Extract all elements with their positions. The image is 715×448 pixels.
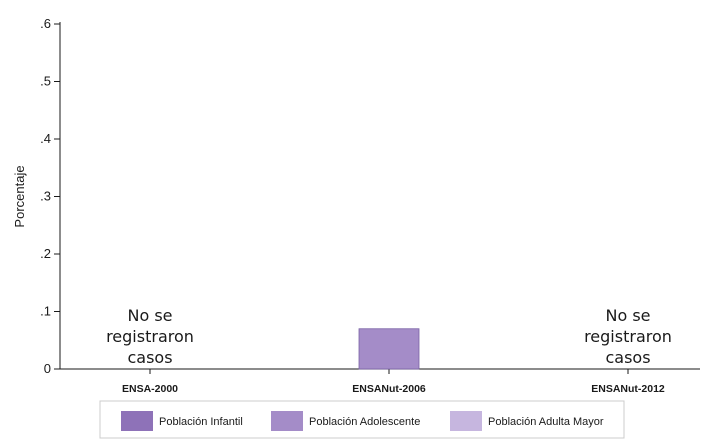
legend-label: Población Adolescente: [309, 416, 420, 428]
annotation-text: No se: [127, 306, 172, 325]
legend-swatch: [121, 411, 153, 431]
annotation-text: registraron: [584, 327, 672, 346]
y-tick-label: .4: [40, 131, 51, 146]
y-tick-label: .1: [40, 304, 51, 319]
legend-swatch: [450, 411, 482, 431]
x-tick-label: ENSANut-2012: [591, 383, 665, 395]
annotation-text: casos: [127, 348, 172, 367]
y-axis-label: Porcentaje: [12, 165, 27, 227]
y-tick-label: .5: [40, 74, 51, 89]
legend-swatch: [271, 411, 303, 431]
x-tick-label: ENSANut-2006: [352, 383, 426, 395]
legend-label: Población Infantil: [159, 416, 243, 428]
annotation-text: registraron: [106, 327, 194, 346]
x-tick-label: ENSA-2000: [122, 383, 178, 395]
y-tick-label: .6: [40, 16, 51, 31]
y-tick-label: 0: [44, 361, 51, 376]
y-tick-label: .2: [40, 246, 51, 261]
bar: [358, 328, 420, 370]
annotation-text: No se: [605, 306, 650, 325]
legend-label: Población Adulta Mayor: [488, 416, 604, 428]
legend-box: [99, 400, 625, 439]
y-tick-label: .3: [40, 189, 51, 204]
annotation-text: casos: [605, 348, 650, 367]
